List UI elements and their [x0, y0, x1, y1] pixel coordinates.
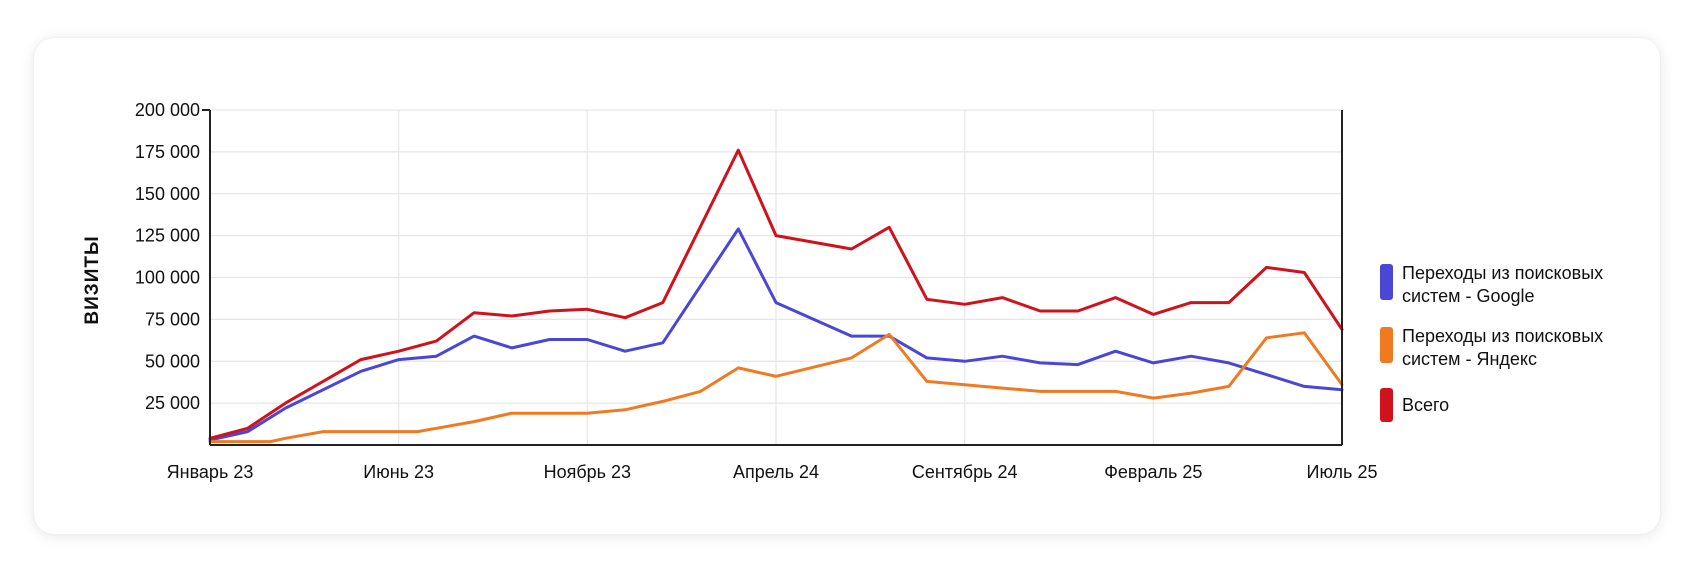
x-tick-label: Июль 25	[1307, 462, 1378, 482]
legend-item-yandex[interactable]: Переходы из поисковых систем - Яндекс	[1380, 325, 1680, 371]
legend-swatch-total	[1380, 388, 1393, 422]
series-line-total	[208, 148, 1344, 440]
grid-lines	[210, 109, 1342, 445]
legend-item-total[interactable]: Всего	[1380, 388, 1680, 422]
legend-swatch-yandex	[1380, 327, 1393, 363]
x-tick-labels: Январь 23 Июнь 23 Ноябрь 23 Апрель 24 Сентяб…	[167, 462, 1378, 482]
x-tick-label: Ноябрь 23	[544, 462, 631, 482]
y-axis-label: ВИЗИТЫ	[82, 235, 103, 324]
x-tick-label: Февраль 25	[1104, 462, 1202, 482]
y-tick-label: 175 000	[135, 142, 200, 162]
y-tick-label: 100 000	[135, 268, 200, 288]
series-line-yandex	[208, 331, 1344, 444]
legend-label-yandex: Переходы из поисковых систем - Яндекс	[1402, 326, 1604, 369]
y-tick-label: 125 000	[135, 226, 200, 246]
y-tick-label: 25 000	[145, 393, 200, 413]
legend-label-google: Переходы из поисковых систем - Google	[1402, 263, 1604, 306]
legend-label-total: Всего	[1402, 395, 1450, 415]
y-tick-labels: 25 000 50 000 75 000 100 000 125 000 150 000 1…	[135, 100, 200, 413]
legend-item-google[interactable]: Переходы из поисковых систем - Google	[1380, 262, 1680, 308]
series-line-google	[208, 227, 1344, 442]
y-tick-label: 75 000	[145, 309, 200, 329]
x-tick-label: Июнь 23	[363, 462, 434, 482]
series-lines	[208, 148, 1344, 444]
legend-swatch-google	[1380, 264, 1393, 300]
axes	[202, 109, 1343, 446]
x-tick-label: Сентябрь 24	[912, 462, 1018, 482]
y-tick-label: 200 000	[135, 100, 200, 120]
x-tick-label: Апрель 24	[733, 462, 819, 482]
x-tick-label: Январь 23	[167, 462, 254, 482]
y-tick-label: 50 000	[145, 351, 200, 371]
y-tick-label: 150 000	[135, 184, 200, 204]
legend: Переходы из поисковых систем - Google Пе…	[1380, 262, 1680, 439]
